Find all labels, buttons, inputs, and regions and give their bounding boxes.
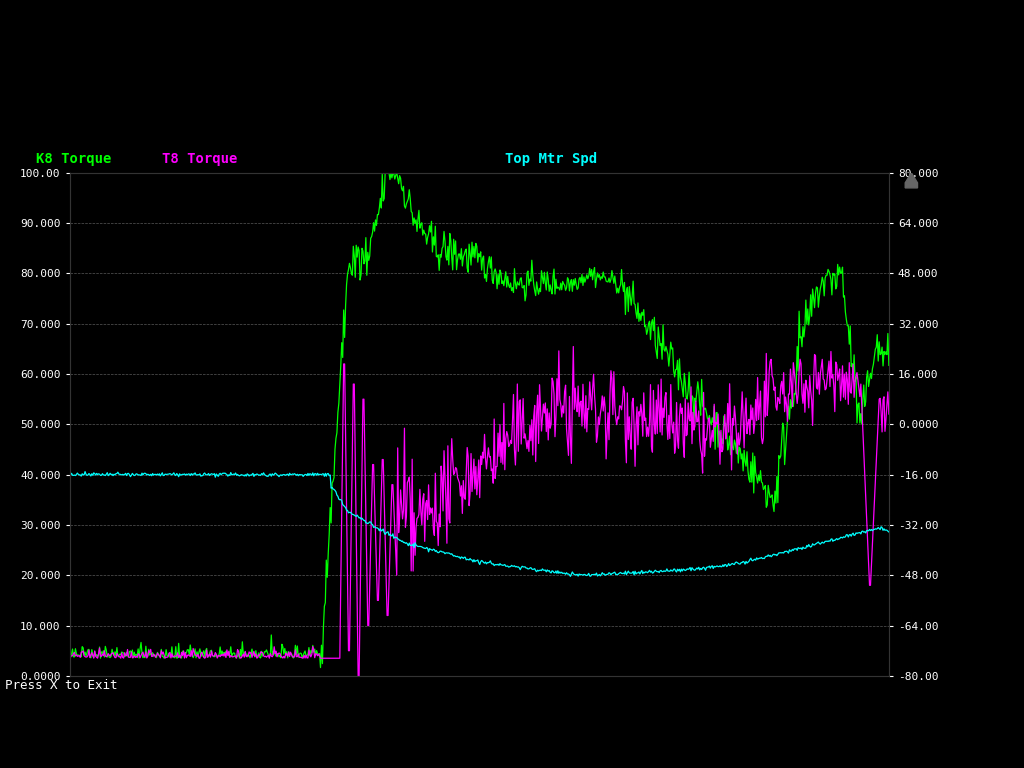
Text: Help: Help — [374, 75, 396, 86]
Text: Edit: Edit — [67, 75, 85, 86]
Text: T8 Torque: T8 Torque — [162, 152, 238, 167]
Text: 1 (024,001): 1 (024,001) — [5, 737, 88, 750]
Text: Session: Session — [251, 75, 288, 86]
FancyArrow shape — [905, 173, 918, 188]
Text: Top Mtr Spd: Top Mtr Spd — [505, 152, 597, 167]
Text: GPMCMA - EXTRA! Personal Client: GPMCMA - EXTRA! Personal Client — [10, 22, 199, 33]
Text: View: View — [128, 75, 152, 86]
Text: Options: Options — [312, 75, 350, 86]
Text: File: File — [5, 75, 22, 86]
Text: Press X to Exit: Press X to Exit — [5, 678, 118, 691]
Text: Tools: Tools — [189, 75, 213, 86]
Text: K8 Torque: K8 Torque — [36, 152, 112, 167]
